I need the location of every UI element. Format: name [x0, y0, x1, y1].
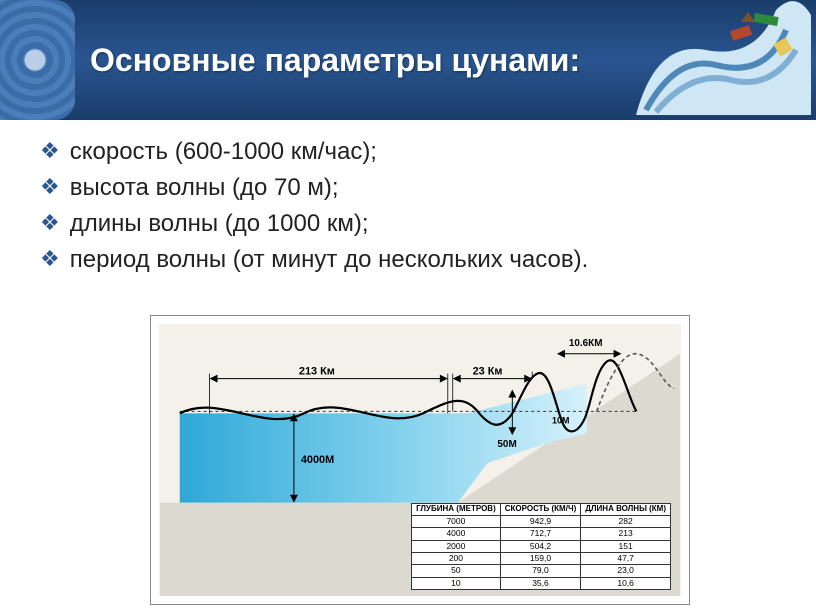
table-row: 4000712,7213 — [412, 528, 671, 540]
diamond-icon: ❖ — [40, 210, 60, 236]
table-header: ДЛИНА ВОЛНЫ (КМ) — [581, 504, 671, 516]
bullet-text: период волны (от минут до нескольких час… — [70, 246, 589, 274]
span23-label: 23 Км — [473, 366, 503, 378]
list-item: ❖ период волны (от минут до нескольких ча… — [40, 246, 816, 274]
h50-label: 50М — [497, 439, 516, 450]
bullet-text: высота волны (до 70 м); — [70, 174, 339, 202]
data-table: ГЛУБИНА (МЕТРОВ) СКОРОСТЬ (КМ/Ч) ДЛИНА В… — [411, 503, 671, 590]
figure-inner: 4000М 213 Км 23 Км 10.6КМ 50М — [159, 324, 681, 596]
bullet-text: скорость (600-1000 км/час); — [70, 138, 377, 166]
depth-label: 4000М — [301, 454, 334, 466]
list-item: ❖ длины волны (до 1000 км); — [40, 210, 816, 238]
table-header: ГЛУБИНА (МЕТРОВ) — [412, 504, 501, 516]
table-row: 7000942,9282 — [412, 515, 671, 527]
table-row: 1035,610,6 — [412, 577, 671, 589]
tsunami-figure: 4000М 213 Км 23 Км 10.6КМ 50М — [150, 315, 690, 605]
span106-label: 10.6КМ — [569, 338, 603, 349]
table-row: 2000504,2151 — [412, 540, 671, 552]
diamond-icon: ❖ — [40, 246, 60, 272]
list-item: ❖ высота волны (до 70 м); — [40, 174, 816, 202]
slide-title: Основные параметры цунами: — [90, 42, 580, 79]
bullet-list: ❖ скорость (600-1000 км/час); ❖ высота вол… — [40, 138, 816, 274]
diamond-icon: ❖ — [40, 138, 60, 164]
table-header: СКОРОСТЬ (КМ/Ч) — [500, 504, 581, 516]
table-row: 200159,047,7 — [412, 552, 671, 564]
corner-illustration — [636, 0, 811, 115]
list-item: ❖ скорость (600-1000 км/час); — [40, 138, 816, 166]
diamond-icon: ❖ — [40, 174, 60, 200]
span213-label: 213 Км — [299, 366, 335, 378]
h10-label: 10М — [552, 415, 569, 425]
bullet-text: длины волны (до 1000 км); — [70, 210, 369, 238]
table-row: 5079,023,0 — [412, 565, 671, 577]
